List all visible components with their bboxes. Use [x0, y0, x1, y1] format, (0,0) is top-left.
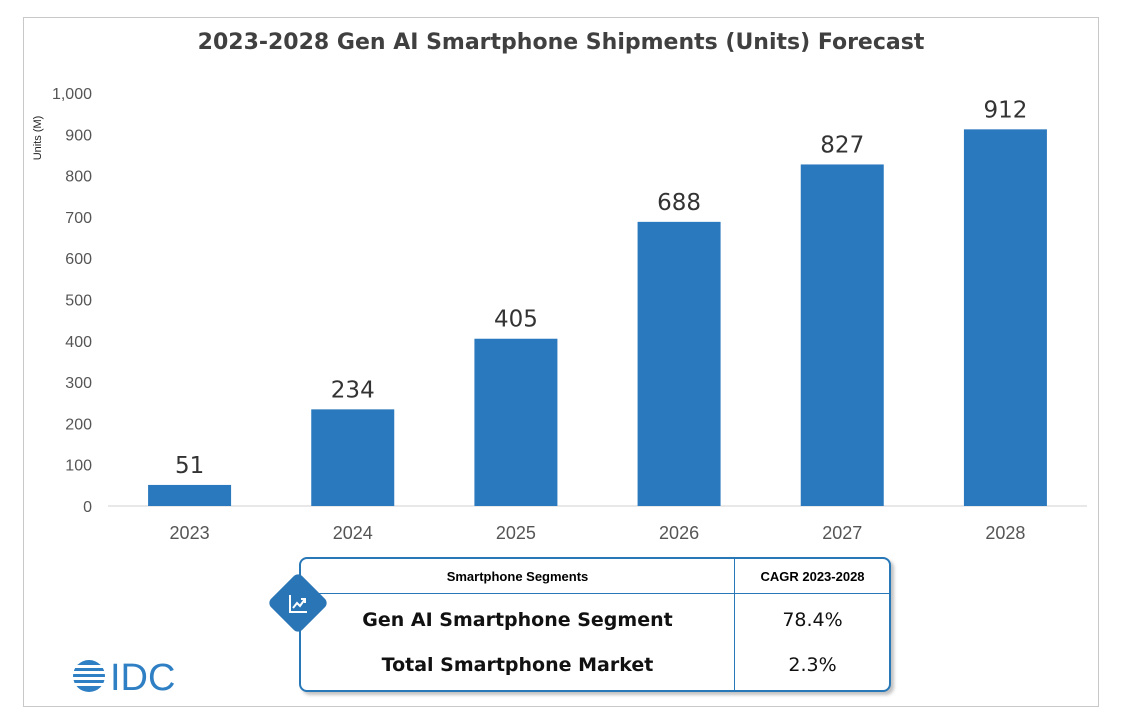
- bar: [148, 484, 232, 506]
- bar-value-label: 912: [983, 97, 1027, 123]
- trend-chart-icon: [289, 595, 307, 613]
- table-row-name: Gen AI Smartphone Segment: [362, 609, 673, 631]
- x-tick-label: 2023: [170, 523, 210, 543]
- y-tick-label: 800: [65, 169, 92, 186]
- x-tick-label: 2024: [333, 523, 373, 543]
- y-tick-label: 700: [65, 210, 92, 227]
- y-tick-label: 900: [65, 127, 92, 144]
- x-tick-label: 2025: [496, 523, 536, 543]
- table-header-cagr: CAGR 2023-2028: [760, 569, 865, 584]
- table-header-segments: Smartphone Segments: [446, 569, 589, 584]
- cagr-table: Smartphone Segments CAGR 2023-2028 Gen A…: [299, 557, 891, 692]
- bar-value-label: 51: [175, 453, 204, 479]
- bar: [474, 338, 558, 506]
- y-tick-label: 400: [65, 334, 92, 351]
- bar-value-label: 688: [657, 190, 701, 216]
- y-tick-label: 500: [65, 293, 92, 310]
- x-tick-label: 2027: [822, 523, 862, 543]
- bar: [637, 221, 721, 506]
- table-row-name: Total Smartphone Market: [381, 654, 654, 676]
- idc-logo: IDC: [72, 657, 175, 696]
- y-tick-label: 0: [83, 499, 92, 516]
- chart-title: 2023-2028 Gen AI Smartphone Shipments (U…: [197, 30, 925, 55]
- table-row-value: 78.4%: [782, 609, 843, 631]
- y-tick-label: 300: [65, 375, 92, 392]
- table-column-divider: [734, 559, 735, 690]
- x-tick-label: 2026: [659, 523, 699, 543]
- y-tick-label: 600: [65, 251, 92, 268]
- x-tick-label: 2028: [985, 523, 1025, 543]
- y-tick-label: 200: [65, 416, 92, 433]
- chart-frame: [23, 17, 1099, 707]
- y-tick-label: 100: [65, 458, 92, 475]
- bar: [963, 129, 1047, 506]
- table-header-divider: [301, 593, 889, 594]
- bar-value-label: 827: [820, 132, 864, 158]
- idc-logo-text: IDC: [110, 657, 175, 696]
- y-tick-label: 1,000: [52, 86, 92, 103]
- table-row-value: 2.3%: [788, 654, 837, 676]
- bar: [311, 409, 395, 506]
- bar: [800, 164, 884, 506]
- bar-value-label: 234: [331, 377, 375, 403]
- bar-value-label: 405: [494, 307, 538, 333]
